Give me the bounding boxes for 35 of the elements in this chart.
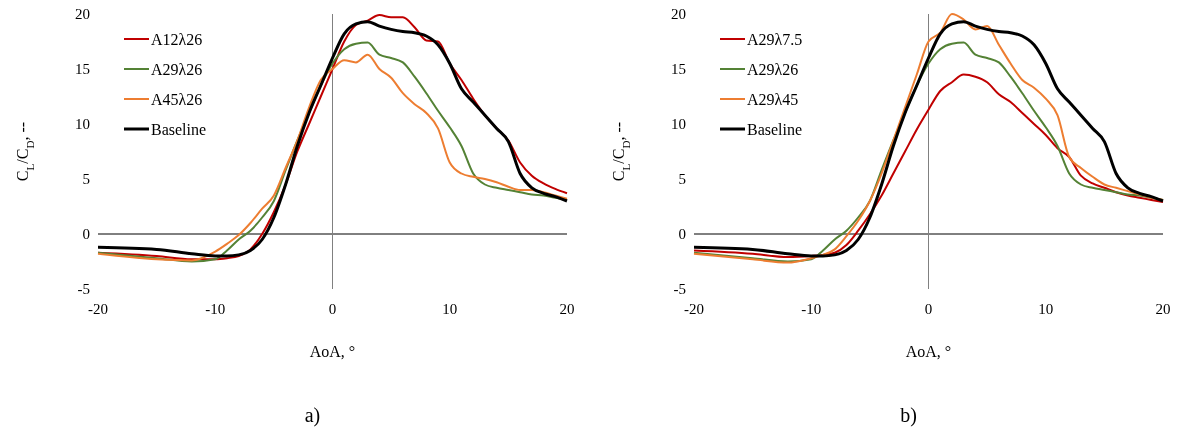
y-tick-label: -5 [77, 281, 90, 298]
x-tick-label: -10 [801, 301, 822, 317]
legend-label: Baseline [151, 120, 207, 138]
y-tick-label: 0 [678, 226, 686, 243]
y-tick-label: 15 [75, 61, 90, 78]
x-tick-label: 10 [442, 301, 458, 317]
y-tick-label: -5 [673, 281, 686, 298]
x-tick-label: 20 [559, 301, 575, 317]
legend-label: A29λ45 [747, 90, 799, 108]
y-tick-label: 20 [75, 6, 90, 23]
x-tick-label: 0 [328, 301, 337, 317]
x-axis-title: AoA, ° [905, 343, 952, 360]
text: a) [304, 404, 321, 427]
legend-label: A12λ26 [151, 30, 203, 48]
x-axis-title: AoA, ° [309, 343, 356, 360]
x-tick-label: -20 [88, 301, 108, 317]
legend-label: Baseline [747, 120, 803, 138]
line-series [693, 73, 1164, 259]
x-tick-label: -10 [205, 301, 226, 317]
y-tick-label: 15 [671, 61, 686, 78]
y-tick-label: 10 [671, 116, 686, 133]
y-tick-label: 0 [82, 226, 90, 243]
y-tick-label: 10 [75, 116, 90, 133]
y-tick-label: 5 [82, 171, 90, 188]
y-tick-label: 5 [678, 171, 686, 188]
legend-label: A29λ7.5 [747, 30, 803, 48]
text: b) [900, 404, 917, 427]
legend-label: A45λ26 [151, 90, 203, 108]
x-tick-label: 10 [1038, 301, 1054, 317]
x-tick-label: 20 [1155, 301, 1171, 317]
legend-label: A29λ26 [151, 60, 203, 78]
x-tick-label: 0 [924, 301, 933, 317]
y-tick-label: 20 [671, 6, 686, 23]
x-tick-label: -20 [684, 301, 704, 317]
legend-label: A29λ26 [747, 60, 799, 78]
